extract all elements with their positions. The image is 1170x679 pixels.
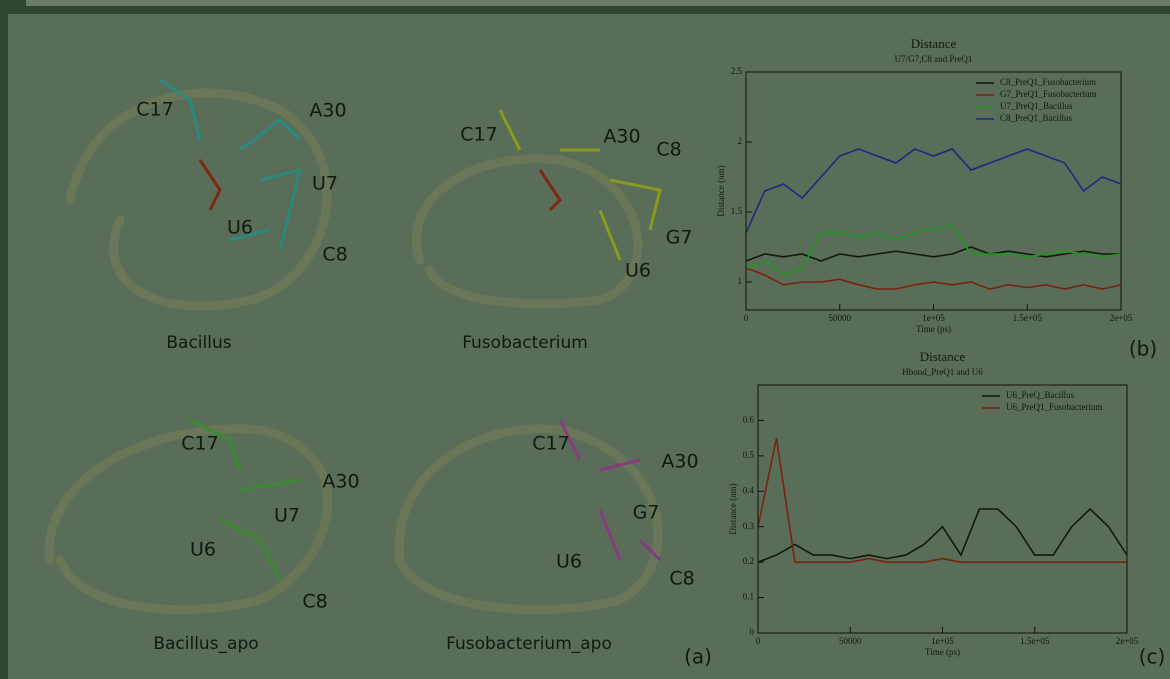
residue-label: U6 [227, 217, 253, 239]
chart-subtitle: Hbond_PreQ1 and U6 [902, 367, 983, 377]
structure-name: Bacillus [166, 333, 231, 353]
y-tick-label: 0.1 [743, 592, 754, 602]
residue-label: U6 [190, 539, 216, 561]
legend-label: C8_PreQ1_Fusobacterium [1000, 77, 1096, 87]
legend-label: C8_PreQ1_Bacillus [1000, 113, 1072, 123]
x-tick-label: 1.5e+05 [1020, 636, 1050, 646]
panel-label: (c) [1139, 645, 1166, 669]
y-tick-label: 1.5 [731, 206, 743, 216]
y-axis-label: Distance (nm) [728, 483, 738, 534]
chart-title: Distance [911, 36, 957, 51]
x-tick-label: 2e+05 [1110, 313, 1133, 323]
structure-name: Bacillus_apo [153, 634, 258, 654]
x-tick-label: 1.5e+05 [1013, 313, 1043, 323]
residue-label: G7 [633, 502, 660, 524]
y-axis-label: Distance (nm) [716, 165, 726, 216]
x-tick-label: 1e+05 [922, 313, 945, 323]
structure-name: Fusobacterium [462, 333, 588, 353]
legend-label: G7_PreQ1_Fusobacterium [1000, 89, 1097, 99]
residue-label: C8 [302, 591, 327, 613]
figure: (a) Bacillus C17 A30 U7 U6 C8 Fusobacterium C17… [0, 0, 1170, 679]
x-tick-label: 50000 [829, 313, 852, 323]
legend-label: U6_PreQ1_Fusobacterium [1006, 402, 1103, 412]
panel-label: (a) [684, 645, 712, 669]
structure-name: Fusobacterium_apo [446, 634, 612, 654]
residue-label: C8 [669, 568, 694, 590]
residue-label: U6 [556, 551, 582, 573]
chart-title: Distance [920, 349, 966, 364]
y-tick-label: 2.5 [731, 66, 743, 76]
residue-label: A30 [661, 451, 698, 473]
residue-label: A30 [309, 100, 346, 122]
x-axis-label: Time (ps) [925, 647, 960, 657]
panel-label: (b) [1129, 337, 1157, 361]
y-tick-label: 0 [750, 627, 755, 637]
y-tick-label: 1 [738, 276, 743, 286]
x-tick-label: 2e+05 [1116, 636, 1139, 646]
x-tick-label: 0 [756, 636, 761, 646]
y-tick-label: 0.6 [743, 414, 755, 424]
residue-label: C8 [322, 244, 347, 266]
x-tick-label: 0 [744, 313, 749, 323]
residue-label: U7 [312, 173, 338, 195]
y-tick-label: 0.2 [743, 556, 754, 566]
residue-label: C17 [136, 99, 173, 121]
residue-label: C17 [181, 433, 218, 455]
residue-label: G7 [666, 227, 693, 249]
y-tick-label: 0.5 [743, 450, 755, 460]
y-tick-label: 0.3 [743, 521, 755, 531]
page: (a) Bacillus C17 A30 U7 U6 C8 Fusobacterium C17… [0, 0, 1170, 679]
x-tick-label: 50000 [839, 636, 862, 646]
residue-label: C17 [460, 124, 497, 146]
top-bar [26, 0, 1170, 6]
y-tick-label: 0.4 [743, 485, 755, 495]
residue-label: C17 [532, 433, 569, 455]
chart-subtitle: U7/G7,C8 and PreQ1 [895, 54, 973, 64]
legend-label: U7_PreQ1_Bacillus [1000, 101, 1073, 111]
y-tick-label: 2 [738, 136, 743, 146]
residue-label: U7 [274, 505, 300, 527]
x-axis-label: Time (ps) [916, 324, 951, 334]
residue-label: A30 [603, 126, 640, 148]
x-tick-label: 1e+05 [931, 636, 954, 646]
residue-label: U6 [625, 260, 651, 282]
residue-label: A30 [322, 471, 359, 493]
residue-label: C8 [656, 139, 681, 161]
legend-label: U6_PreQ_Bacillus [1006, 390, 1074, 400]
